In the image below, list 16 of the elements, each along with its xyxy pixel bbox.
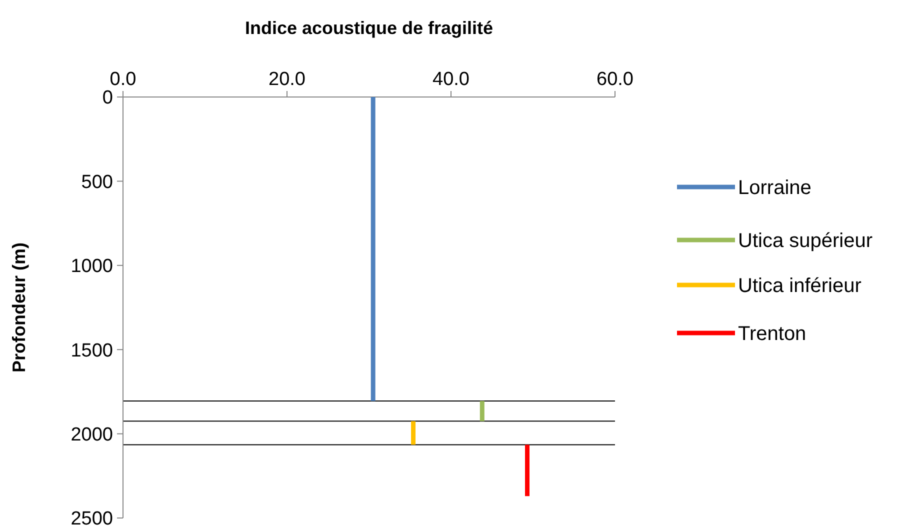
x-tick-label: 20.0 [268,69,306,90]
y-tick-label: 2500 [70,508,113,529]
legend-label: Lorraine [738,177,812,199]
y-axis-title: Profondeur (m) [9,242,29,372]
legend-label: Trenton [738,323,806,345]
x-tick-label: 40.0 [432,69,470,90]
x-tick-label: 60.0 [596,69,634,90]
y-tick-label: 0 [102,88,113,109]
x-tick-label: 0.0 [110,69,136,90]
y-tick-label: 500 [81,172,113,193]
y-tick-label: 2000 [70,424,113,446]
legend-label: Utica supérieur [738,230,873,252]
x-axis-title: Indice acoustique de fragilité [244,18,494,38]
legend-label: Utica inférieur [738,275,862,297]
y-tick-label: 1000 [70,256,113,278]
y-tick-label: 1500 [70,340,113,362]
